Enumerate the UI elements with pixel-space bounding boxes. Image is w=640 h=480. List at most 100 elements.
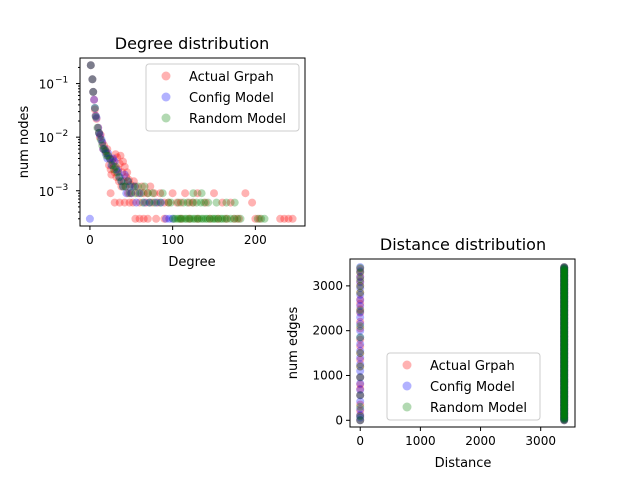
distance-x-ticks: 0 1000 2000 3000 — [356, 427, 556, 448]
distance-point-actual-grpah — [560, 289, 569, 298]
degree-points — [85, 61, 297, 223]
distance-point-actual-grpah — [560, 281, 569, 289]
degree-point-config-model — [101, 149, 110, 158]
degree-point-actual-grpah — [189, 198, 198, 207]
distance-point-random-model — [560, 396, 569, 405]
distance-point-actual-grpah — [560, 395, 569, 404]
degree-point-actual-grpah — [115, 198, 124, 207]
distance-point-actual-grpah — [560, 383, 569, 392]
distance-point-actual-grpah — [560, 393, 569, 401]
distance-point-config-model — [560, 349, 569, 358]
distance-point-config-model — [560, 407, 569, 416]
distance-point-config-model — [560, 369, 569, 378]
distance-point-actual-grpah — [560, 289, 569, 297]
distance-point-actual-grpah — [560, 315, 569, 323]
distance-point-config-model — [560, 401, 569, 409]
distance-point-config-model — [560, 398, 569, 407]
degree-point-actual-grpah — [222, 214, 231, 223]
distance-point-random-model — [560, 384, 569, 393]
degree-legend-marker-random — [161, 113, 171, 123]
distance-point-config-model — [560, 345, 569, 354]
distance-point-actual-grpah — [560, 265, 569, 274]
degree-point-random-model — [223, 214, 232, 223]
degree-point-config-model — [120, 170, 129, 179]
distance-point-random-model — [560, 350, 569, 358]
degree-y-tick-label: 10 — [39, 185, 54, 199]
degree-point-config-model — [112, 165, 121, 174]
degree-point-config-model — [86, 61, 95, 70]
distance-point-config-model — [560, 283, 569, 292]
distance-point-config-model — [560, 344, 569, 353]
degree-point-actual-grpah — [255, 214, 264, 223]
degree-point-random-model — [192, 198, 201, 207]
distance-point-random-model — [560, 272, 569, 281]
distance-point-config-model — [560, 385, 569, 394]
distance-point-config-model — [356, 272, 365, 281]
degree-point-actual-grpah — [116, 151, 125, 160]
degree-point-actual-grpah — [185, 198, 194, 207]
degree-point-config-model — [88, 75, 97, 84]
distance-point-actual-grpah — [560, 308, 569, 317]
distance-point-config-model — [560, 358, 569, 366]
distance-point-random-model — [560, 296, 569, 305]
distance-point-random-model — [560, 343, 569, 352]
degree-point-config-model — [145, 198, 154, 207]
distance-point-random-model — [356, 264, 365, 272]
distance-point-random-model — [560, 410, 569, 419]
degree-point-config-model — [95, 128, 103, 137]
distance-point-random-model — [356, 362, 365, 371]
distance-point-actual-grpah — [560, 297, 569, 306]
distance-point-actual-grpah — [356, 342, 365, 351]
distance-point-random-model — [560, 401, 569, 410]
degree-point-random-model — [137, 189, 146, 198]
distance-point-actual-grpah — [560, 282, 569, 291]
degree-legend-label-random: Random Model — [189, 112, 286, 127]
distance-point-actual-grpah — [356, 317, 365, 326]
distance-point-config-model — [560, 341, 569, 350]
distance-point-actual-grpah — [560, 416, 569, 425]
degree-point-actual-grpah — [284, 214, 293, 223]
distance-point-random-model — [560, 312, 569, 321]
degree-point-random-model — [236, 214, 245, 223]
degree-point-actual-grpah — [95, 133, 104, 142]
degree-point-random-model — [109, 165, 118, 174]
distance-point-random-model — [560, 342, 569, 351]
distance-point-config-model — [560, 412, 569, 421]
distance-point-config-model — [560, 328, 569, 337]
distance-point-config-model — [356, 340, 365, 349]
distance-point-actual-grpah — [560, 371, 569, 380]
distance-legend-box — [386, 352, 541, 421]
distance-legend-marker-actual — [402, 360, 412, 370]
distance-legend-marker-random — [402, 402, 412, 412]
distance-point-config-model — [560, 371, 569, 380]
degree-point-random-model — [189, 214, 198, 223]
distance-point-actual-grpah — [560, 390, 569, 399]
distance-point-config-model — [560, 291, 569, 300]
distance-point-actual-grpah — [560, 364, 569, 373]
distance-point-actual-grpah — [560, 384, 569, 393]
distance-point-random-model — [560, 284, 569, 293]
distance-point-random-model — [560, 398, 569, 407]
distance-point-config-model — [560, 381, 569, 390]
distance-point-random-model — [560, 344, 569, 353]
distance-point-random-model — [560, 278, 569, 287]
distance-point-config-model — [560, 273, 569, 282]
distance-point-actual-grpah — [560, 384, 569, 392]
distance-point-actual-grpah — [560, 263, 569, 272]
degree-point-actual-grpah — [142, 198, 151, 207]
degree-point-random-model — [90, 104, 99, 112]
distance-point-random-model — [560, 313, 569, 322]
distance-point-config-model — [560, 357, 569, 366]
distance-point-random-model — [560, 371, 569, 380]
distance-point-actual-grpah — [560, 375, 569, 384]
distance-point-config-model — [560, 324, 569, 332]
distance-point-actual-grpah — [560, 318, 569, 327]
distance-point-random-model — [560, 307, 569, 316]
distance-point-config-model — [560, 274, 569, 283]
distance-point-actual-grpah — [356, 416, 365, 425]
degree-point-actual-grpah — [148, 198, 156, 207]
degree-point-random-model — [114, 173, 123, 182]
distance-point-config-model — [560, 307, 569, 316]
distance-y-tick-label: 3000 — [312, 279, 343, 293]
distance-point-random-model — [560, 295, 569, 304]
